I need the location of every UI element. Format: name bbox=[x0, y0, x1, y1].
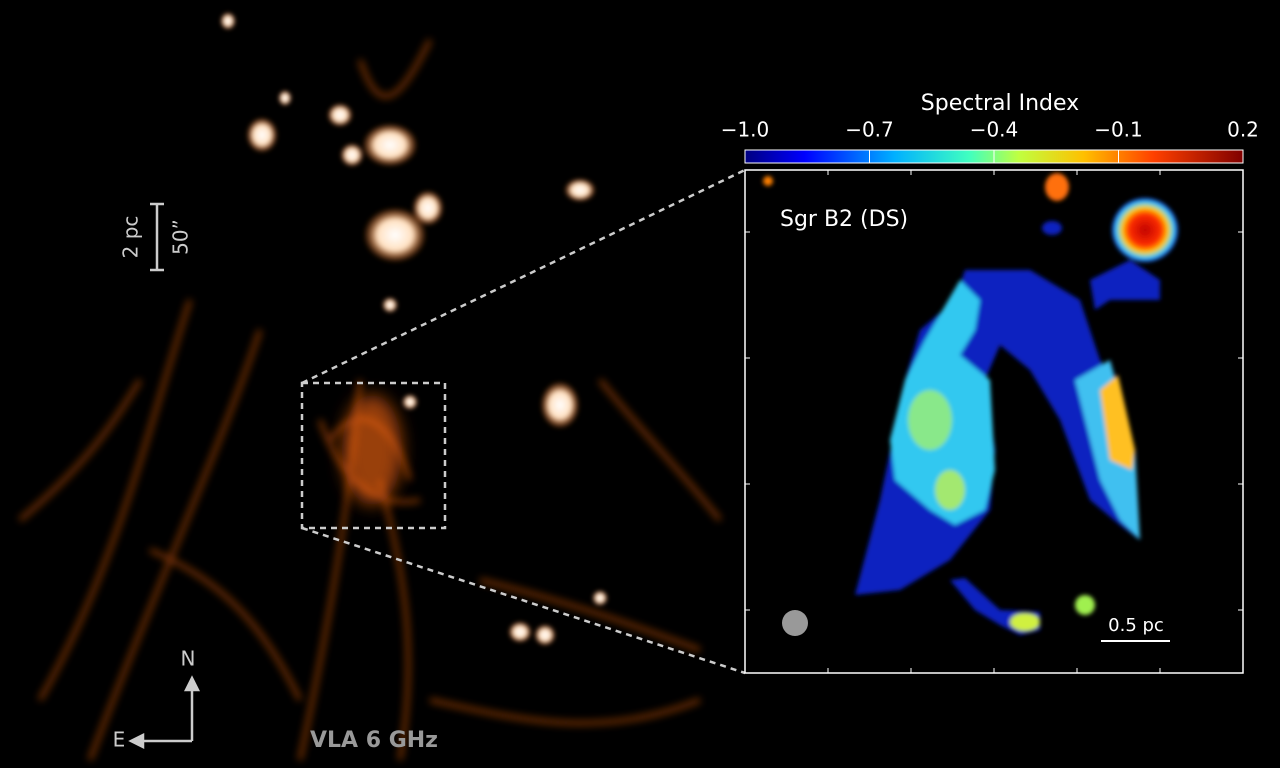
scale-bar bbox=[150, 202, 164, 272]
colorbar-tick-label: −0.4 bbox=[970, 118, 1019, 142]
compass-label: E bbox=[113, 728, 126, 752]
inset bbox=[744, 169, 1244, 674]
colorbar-tick-label: −0.1 bbox=[1094, 118, 1143, 142]
beam bbox=[782, 610, 808, 636]
scale-label: 50” bbox=[169, 219, 193, 255]
colorbar-ticks: −1.0 −0.7 −0.4 −0.1 0.2 bbox=[721, 118, 1259, 163]
inset-label: Sgr B2 (DS) bbox=[780, 207, 908, 232]
colorbar-tick-label: −1.0 bbox=[721, 118, 770, 142]
zoom-line bbox=[301, 168, 746, 385]
inset-scale-label: 0.5 pc bbox=[1108, 615, 1164, 636]
scale-label: 2 pc bbox=[119, 216, 143, 259]
colorbar-title: Spectral Index bbox=[921, 91, 1079, 116]
zoom-box bbox=[300, 381, 447, 530]
radio-sources bbox=[220, 12, 608, 646]
image-label: VLA 6 GHz bbox=[310, 728, 438, 753]
zoom-line bbox=[301, 526, 746, 675]
colorbar-tick-label: −0.7 bbox=[845, 118, 894, 142]
compass bbox=[128, 675, 201, 750]
colorbar-tick-label: 0.2 bbox=[1227, 118, 1259, 142]
compass-label: N bbox=[181, 647, 196, 671]
